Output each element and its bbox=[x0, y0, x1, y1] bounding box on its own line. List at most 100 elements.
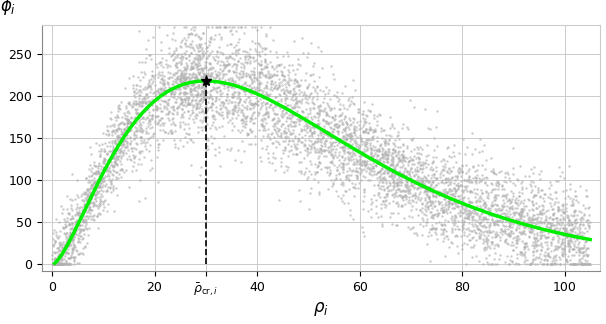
Point bbox=[537, 207, 547, 213]
Point bbox=[437, 168, 447, 173]
Point bbox=[357, 167, 367, 172]
Point bbox=[348, 216, 358, 221]
Point bbox=[531, 215, 541, 220]
Point bbox=[473, 186, 482, 191]
Point bbox=[184, 116, 194, 121]
Point bbox=[318, 108, 327, 113]
Point bbox=[388, 146, 398, 151]
Point bbox=[315, 146, 325, 151]
Point bbox=[239, 118, 248, 123]
Point bbox=[209, 113, 219, 119]
Point bbox=[453, 187, 463, 192]
Point bbox=[559, 242, 569, 247]
Point bbox=[436, 169, 446, 174]
Point bbox=[299, 143, 309, 148]
Point bbox=[525, 197, 534, 202]
Point bbox=[444, 218, 453, 224]
Point bbox=[560, 195, 570, 200]
Point bbox=[458, 195, 468, 200]
Point bbox=[139, 96, 149, 101]
Point bbox=[571, 262, 581, 267]
Point bbox=[565, 262, 575, 267]
Point bbox=[262, 109, 271, 114]
Point bbox=[210, 58, 220, 63]
Point bbox=[227, 78, 237, 83]
Point bbox=[379, 127, 389, 133]
Point bbox=[55, 247, 65, 252]
Point bbox=[376, 171, 385, 177]
Point bbox=[144, 98, 153, 104]
Point bbox=[298, 127, 307, 132]
Point bbox=[153, 120, 163, 125]
Point bbox=[582, 259, 591, 264]
Point bbox=[326, 160, 336, 165]
Point bbox=[524, 216, 534, 221]
Point bbox=[156, 48, 165, 53]
Point bbox=[442, 169, 452, 175]
Point bbox=[168, 94, 178, 99]
Point bbox=[186, 64, 196, 69]
Point bbox=[95, 199, 104, 204]
Point bbox=[503, 226, 513, 232]
Point bbox=[247, 79, 256, 84]
Point bbox=[187, 97, 197, 102]
Point bbox=[504, 234, 514, 239]
Point bbox=[573, 226, 582, 231]
Point bbox=[128, 163, 138, 168]
Point bbox=[107, 141, 116, 146]
Point bbox=[362, 158, 372, 164]
Point bbox=[307, 130, 316, 135]
Point bbox=[187, 72, 197, 77]
Point bbox=[355, 109, 364, 114]
Point bbox=[199, 96, 208, 101]
Point bbox=[170, 90, 179, 95]
Point bbox=[482, 228, 492, 233]
Point bbox=[454, 182, 464, 187]
Point bbox=[192, 106, 202, 111]
Point bbox=[358, 206, 368, 212]
Point bbox=[428, 189, 438, 194]
Point bbox=[470, 229, 480, 235]
Point bbox=[325, 133, 335, 138]
Point bbox=[285, 89, 295, 94]
Point bbox=[390, 174, 399, 179]
Point bbox=[535, 229, 545, 234]
Point bbox=[476, 211, 486, 216]
Point bbox=[573, 234, 583, 239]
Point bbox=[359, 130, 369, 135]
Point bbox=[482, 241, 492, 246]
Point bbox=[240, 25, 250, 30]
Point bbox=[278, 148, 287, 153]
Point bbox=[167, 90, 177, 96]
Point bbox=[243, 95, 253, 100]
Point bbox=[388, 179, 398, 184]
Point bbox=[525, 219, 535, 225]
Point bbox=[256, 117, 266, 122]
Point bbox=[521, 241, 530, 246]
Point bbox=[507, 214, 517, 219]
Point bbox=[175, 77, 184, 82]
Point bbox=[392, 183, 402, 188]
Point bbox=[418, 181, 427, 187]
Point bbox=[107, 154, 117, 159]
Point bbox=[154, 118, 164, 123]
Point bbox=[60, 262, 70, 267]
Point bbox=[55, 262, 64, 267]
Point bbox=[244, 132, 253, 137]
Point bbox=[154, 90, 164, 96]
Point bbox=[479, 200, 488, 205]
Point bbox=[575, 233, 585, 238]
Point bbox=[528, 220, 538, 225]
Point bbox=[526, 228, 536, 233]
Point bbox=[99, 166, 108, 171]
Point bbox=[212, 73, 222, 78]
Point bbox=[191, 64, 201, 69]
Point bbox=[366, 148, 376, 153]
Point bbox=[578, 216, 588, 222]
Point bbox=[254, 81, 264, 86]
Point bbox=[175, 124, 185, 129]
Point bbox=[577, 256, 587, 261]
Point bbox=[444, 196, 454, 201]
Point bbox=[181, 55, 191, 60]
Point bbox=[464, 177, 474, 182]
